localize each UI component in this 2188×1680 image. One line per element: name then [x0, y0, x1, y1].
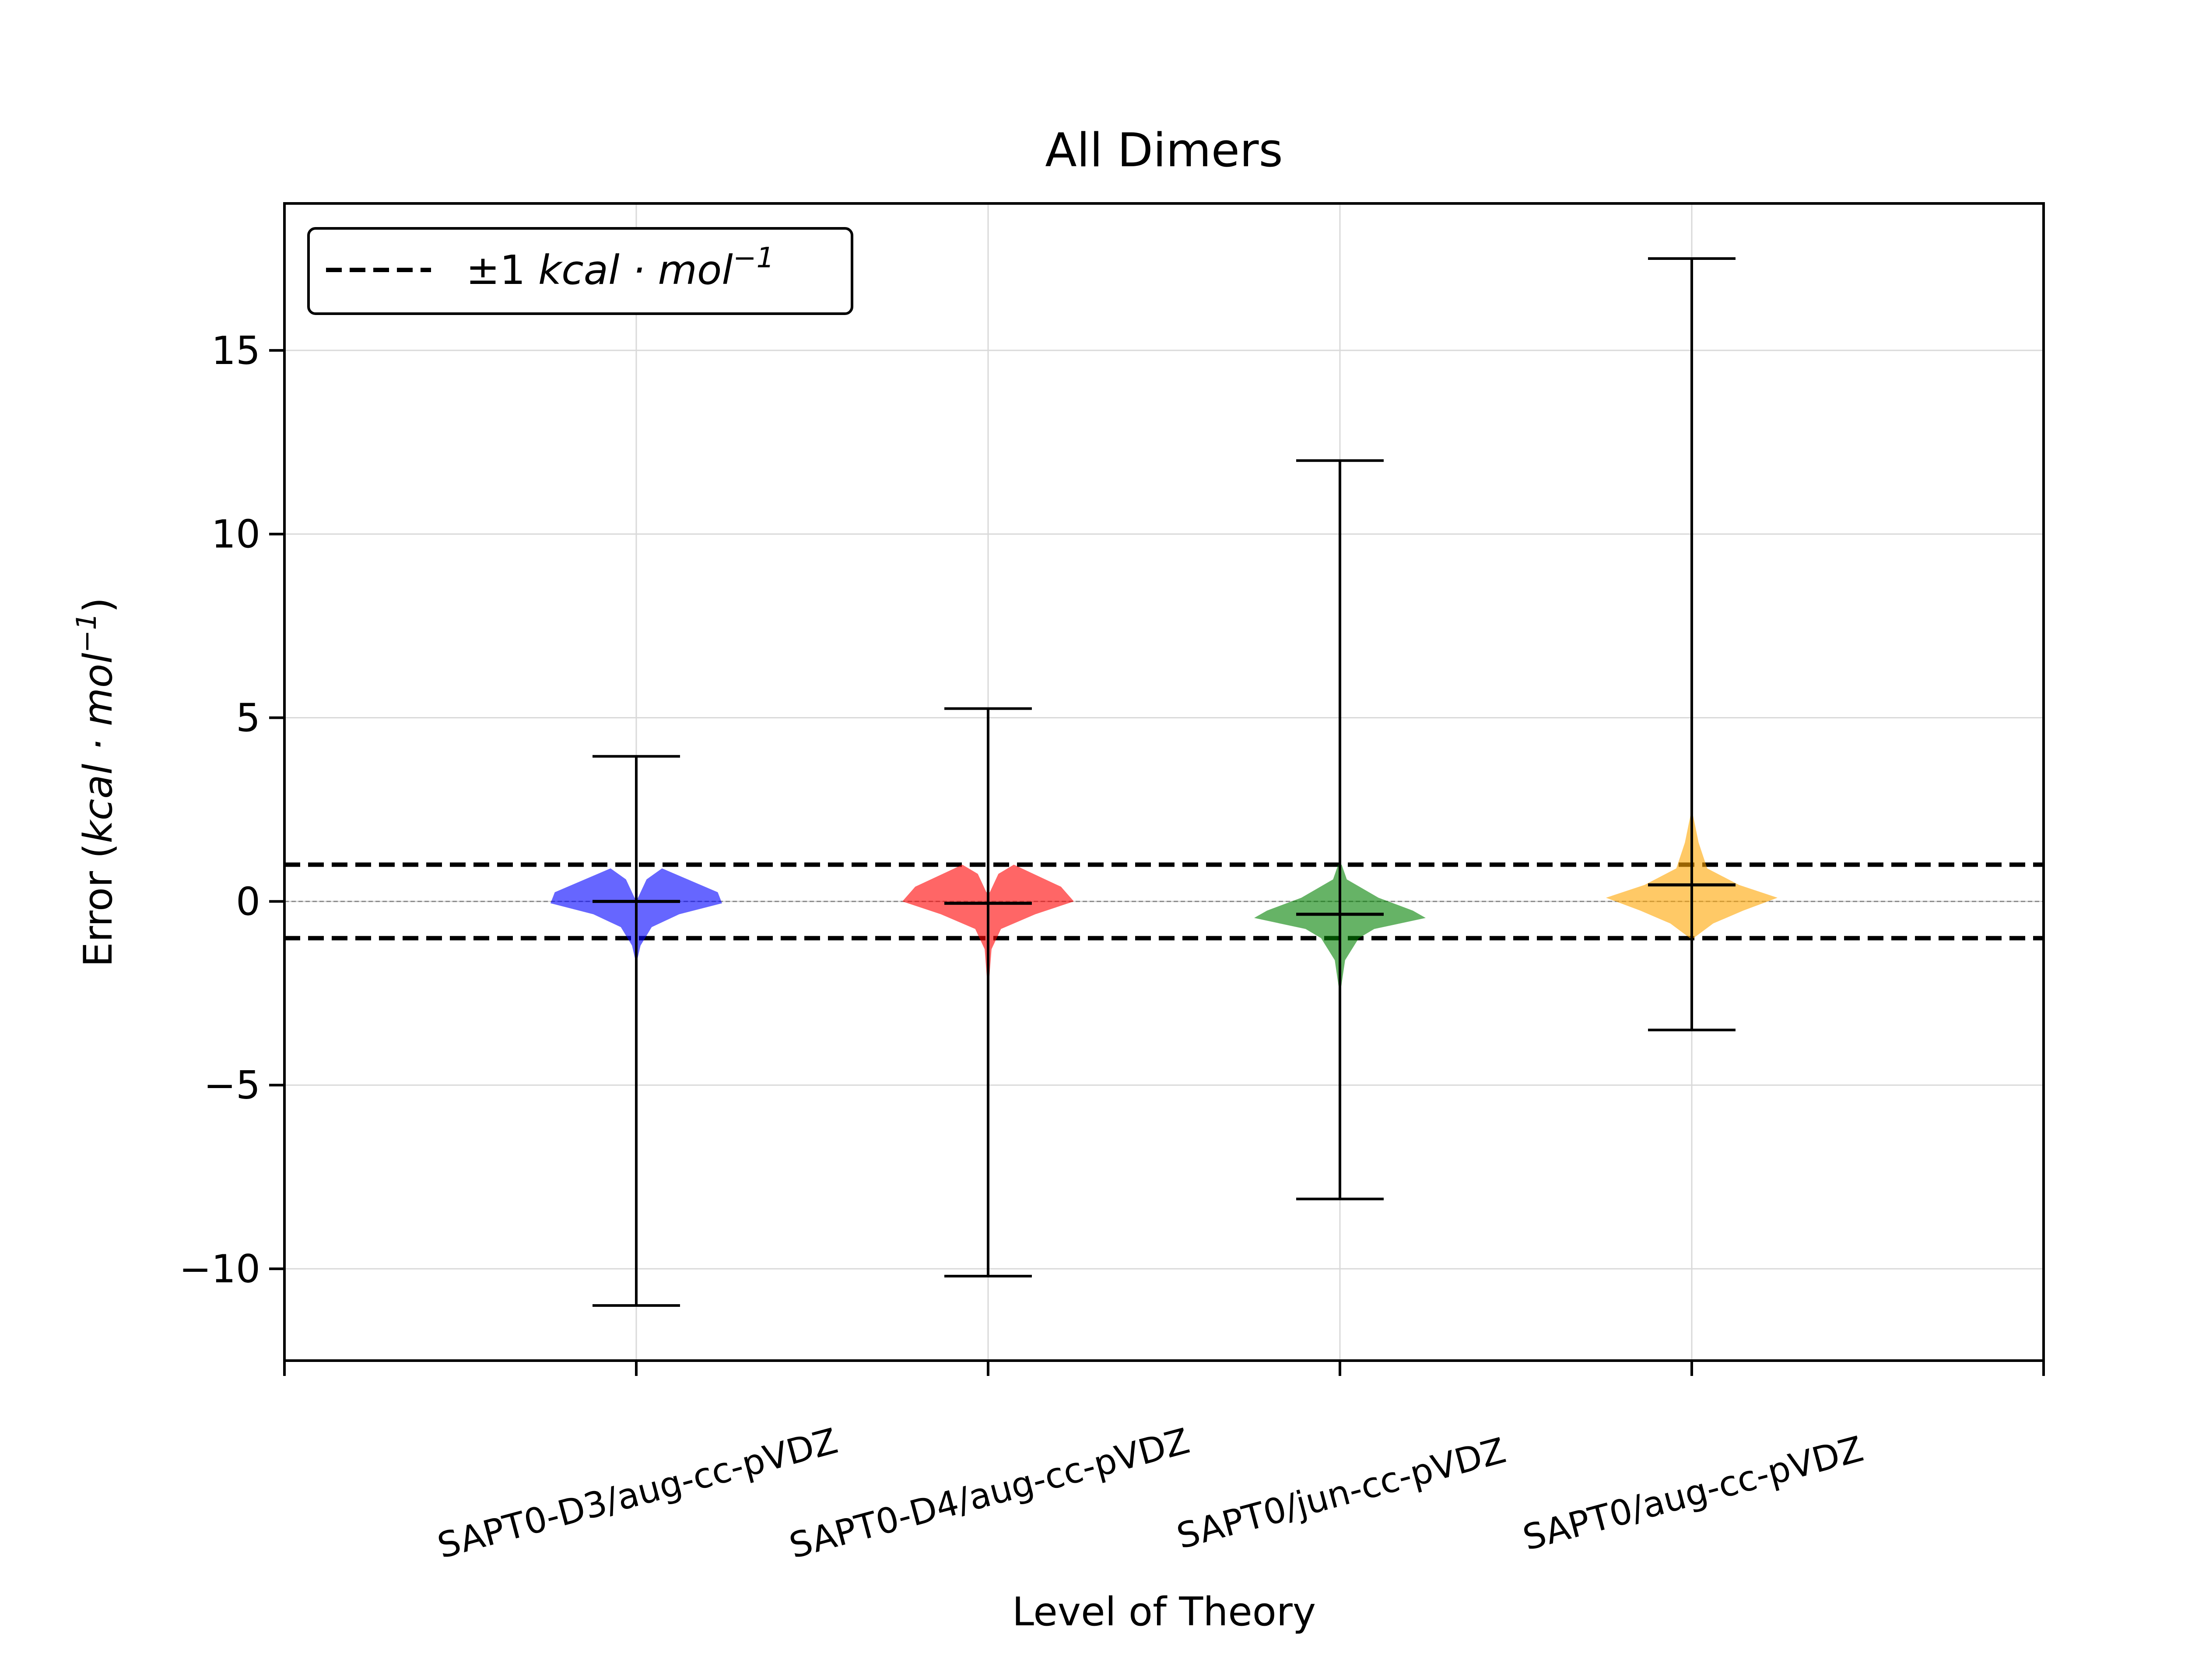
whiskers — [593, 257, 1736, 1307]
y-tick-label: 15 — [211, 328, 260, 373]
grid — [284, 203, 2044, 1361]
x-tick-label: SAPT0/aug-cc-pVDZ — [1518, 1428, 1867, 1558]
x-axis-ticks: SAPT0-D3/aug-cc-pVDZSAPT0-D4/aug-cc-pVDZ… — [283, 1361, 2045, 1566]
y-axis-ticks: −10 −5 0 5 10 15 — [179, 328, 284, 1292]
legend-box — [307, 227, 853, 315]
x-axis-label: Level of Theory — [1012, 1589, 1316, 1635]
legend-label-unit: kcal · mol — [538, 247, 733, 294]
legend-label: ±1 kcal · mol−1 — [466, 242, 774, 294]
y-axis-label-suffix: ) — [75, 598, 121, 613]
plot-frame — [283, 202, 2045, 1362]
x-tick-label: SAPT0-D3/aug-cc-pVDZ — [433, 1421, 842, 1566]
y-tick-label: 10 — [211, 512, 260, 557]
y-axis-label-exponent: −1 — [70, 613, 102, 653]
y-axis-label-prefix: Error ( — [75, 843, 121, 967]
chart-title: All Dimers — [1045, 123, 1283, 177]
legend-label-prefix: ±1 — [466, 247, 538, 294]
x-tick-label: SAPT0-D4/aug-cc-pVDZ — [785, 1421, 1193, 1566]
legend: ±1 kcal · mol−1 — [307, 227, 853, 315]
y-tick-label: 5 — [236, 696, 260, 741]
legend-label-exponent: −1 — [733, 242, 774, 274]
y-axis-label: Error (kcal · mol−1) — [70, 598, 121, 967]
y-axis-label-unit: kcal · mol — [75, 653, 121, 843]
y-tick-label: −5 — [203, 1063, 260, 1108]
y-tick-label: 0 — [236, 879, 260, 924]
x-tick-label: SAPT0/jun-cc-pVDZ — [1172, 1430, 1510, 1557]
y-tick-label: −10 — [179, 1246, 260, 1292]
